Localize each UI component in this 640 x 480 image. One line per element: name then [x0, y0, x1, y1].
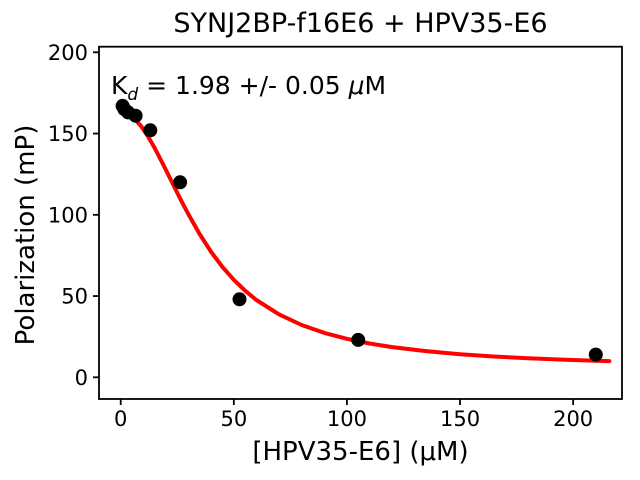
kd-annotation: Kd = 1.98 +/- 0.05 μM	[111, 71, 386, 105]
data-point	[351, 332, 366, 347]
kd-value: = 1.98 +/- 0.05	[138, 71, 349, 100]
x-tick-label: 0	[114, 407, 127, 431]
y-tick-label: 50	[61, 285, 88, 309]
fit-curve	[118, 110, 612, 364]
kd-subscript: d	[127, 85, 139, 105]
chart-title: SYNJ2BP-f16E6 + HPV35-E6	[173, 8, 548, 39]
y-tick-label: 0	[75, 366, 88, 390]
kd-symbol: K	[111, 71, 128, 100]
x-axis-label: [HPV35-E6] (μM)	[252, 437, 469, 467]
x-tick-label: 200	[553, 407, 593, 431]
x-tick-label: 100	[327, 407, 367, 431]
data-point	[173, 175, 188, 190]
x-tick-label: 150	[440, 407, 480, 431]
y-tick-label: 200	[48, 41, 88, 65]
y-tick-label: 100	[48, 203, 88, 227]
data-point	[143, 123, 158, 138]
data-point	[232, 292, 247, 307]
data-point	[128, 108, 143, 123]
x-tick-label: 50	[220, 407, 247, 431]
axes-frame	[98, 45, 623, 400]
mu-symbol: μ	[348, 71, 365, 100]
kd-unit: M	[364, 71, 387, 100]
y-tick-label: 150	[48, 122, 88, 146]
data-point	[588, 347, 603, 362]
